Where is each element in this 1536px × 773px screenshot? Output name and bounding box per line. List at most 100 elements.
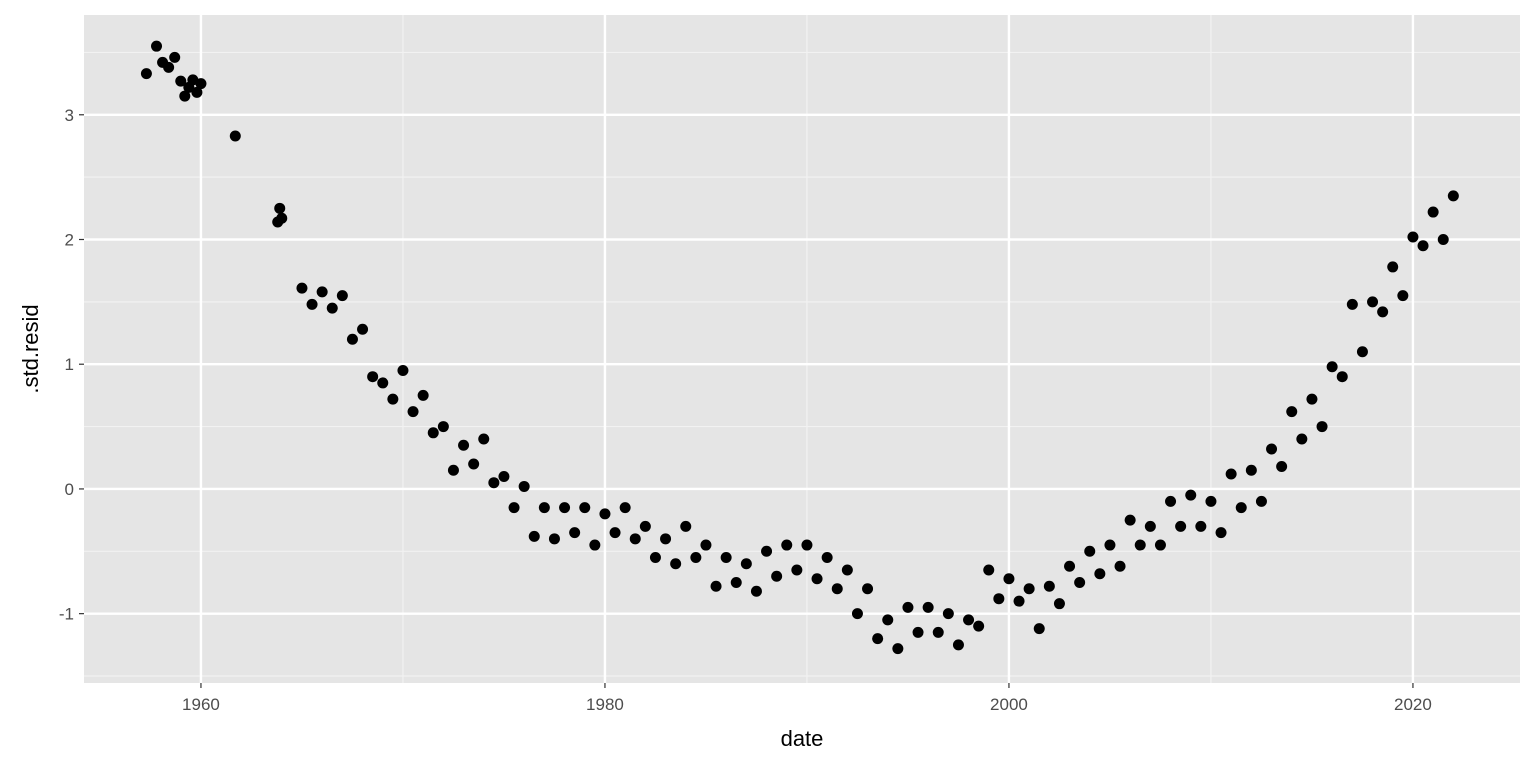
point — [336, 290, 348, 302]
point — [1053, 598, 1065, 610]
point — [1144, 520, 1156, 532]
point — [1084, 545, 1096, 557]
x-tick-label: 2020 — [1394, 695, 1432, 714]
point — [781, 539, 793, 551]
y-tick-label: 0 — [65, 480, 74, 499]
point — [1356, 346, 1368, 358]
point — [488, 477, 500, 489]
point — [528, 530, 540, 542]
point — [1114, 560, 1126, 572]
point — [1033, 623, 1045, 635]
point — [599, 508, 611, 520]
y-tick-label: 2 — [65, 230, 74, 249]
point — [639, 520, 651, 532]
point — [750, 585, 762, 597]
point — [963, 614, 975, 626]
point — [700, 539, 712, 551]
point — [548, 533, 560, 545]
point — [559, 502, 571, 514]
point — [1407, 231, 1419, 243]
x-tick-label: 1980 — [586, 695, 624, 714]
point — [508, 502, 520, 514]
point — [1417, 240, 1429, 252]
point — [478, 433, 490, 445]
point — [175, 75, 187, 87]
point — [912, 626, 924, 638]
point — [589, 539, 601, 551]
point — [1276, 460, 1288, 472]
point — [791, 564, 803, 576]
point — [367, 371, 379, 383]
y-tick-label: -1 — [59, 605, 74, 624]
point — [660, 533, 672, 545]
point — [1074, 576, 1086, 588]
point — [1215, 527, 1227, 539]
point — [811, 573, 823, 585]
point — [191, 86, 203, 98]
point — [841, 564, 853, 576]
point — [1154, 539, 1166, 551]
point — [1013, 595, 1025, 607]
point — [932, 626, 944, 638]
point — [1316, 421, 1328, 433]
point — [1175, 520, 1187, 532]
x-tick-label: 2000 — [990, 695, 1028, 714]
point — [407, 406, 419, 418]
point — [609, 527, 621, 539]
point — [1124, 514, 1136, 526]
point — [902, 601, 914, 613]
point — [569, 527, 581, 539]
y-axis-label: .std.resid — [18, 304, 43, 393]
point — [1245, 464, 1257, 476]
x-axis-label: date — [781, 726, 824, 751]
point — [1134, 539, 1146, 551]
point — [163, 61, 175, 73]
point — [1427, 206, 1439, 218]
point — [1165, 495, 1177, 507]
point — [1094, 568, 1106, 580]
point — [761, 545, 773, 557]
point — [377, 377, 389, 389]
point — [427, 427, 439, 439]
point — [1195, 520, 1207, 532]
point — [862, 583, 874, 595]
point — [710, 580, 722, 592]
point — [942, 608, 954, 620]
point — [274, 202, 286, 214]
point — [740, 558, 752, 570]
point — [1296, 433, 1308, 445]
point — [1286, 406, 1298, 418]
point — [468, 458, 480, 470]
point — [831, 583, 843, 595]
point — [892, 643, 904, 655]
point — [952, 639, 964, 651]
point — [579, 502, 591, 514]
point — [195, 78, 207, 90]
y-tick-label: 1 — [65, 355, 74, 374]
point — [821, 552, 833, 564]
point — [437, 421, 449, 433]
point — [649, 552, 661, 564]
point — [1346, 298, 1358, 310]
point — [447, 464, 459, 476]
point — [1255, 495, 1267, 507]
point — [771, 570, 783, 582]
point — [1064, 560, 1076, 572]
point — [1205, 495, 1217, 507]
point — [690, 552, 702, 564]
y-tick-label: 3 — [65, 106, 74, 125]
point — [417, 389, 429, 401]
point — [619, 502, 631, 514]
point — [1235, 502, 1247, 514]
point — [922, 601, 934, 613]
point — [1447, 190, 1459, 202]
point — [1225, 468, 1237, 480]
point — [730, 576, 742, 588]
point — [357, 323, 369, 335]
point — [1377, 306, 1389, 318]
point — [983, 564, 995, 576]
point — [151, 40, 163, 52]
point — [973, 620, 985, 632]
points — [140, 40, 1459, 655]
point — [316, 286, 328, 298]
